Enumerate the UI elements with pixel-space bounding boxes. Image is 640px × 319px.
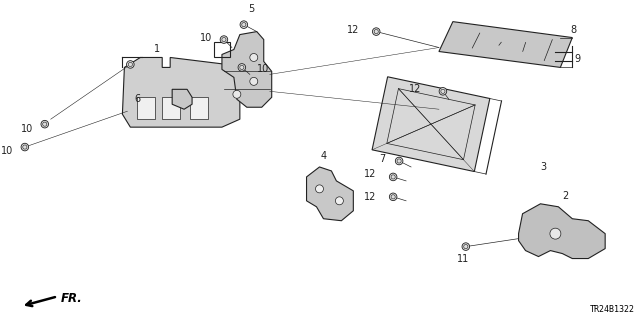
Circle shape [233,90,241,98]
Polygon shape [190,97,208,119]
Text: 4: 4 [321,151,326,161]
Text: FR.: FR. [61,292,83,305]
Polygon shape [138,97,156,119]
Text: 12: 12 [408,84,421,94]
Circle shape [396,157,403,165]
Polygon shape [222,32,272,107]
Text: 10: 10 [257,64,269,74]
Text: 12: 12 [364,169,376,179]
Text: 9: 9 [574,55,580,64]
Circle shape [316,185,323,193]
Text: 5: 5 [249,4,255,14]
Polygon shape [162,97,180,119]
Text: 12: 12 [347,25,359,34]
Text: TR24B1322: TR24B1322 [590,305,635,314]
Circle shape [439,87,447,95]
Text: 11: 11 [457,254,469,263]
Circle shape [389,173,397,181]
Circle shape [240,21,248,28]
Text: 10: 10 [200,33,212,42]
Circle shape [220,36,228,43]
Polygon shape [372,77,490,172]
Polygon shape [122,57,240,127]
Circle shape [462,243,470,250]
Circle shape [127,61,134,68]
Text: 7: 7 [379,154,385,164]
Polygon shape [439,22,572,67]
Text: 6: 6 [134,94,140,104]
Circle shape [250,54,258,62]
Circle shape [372,28,380,35]
Text: 12: 12 [364,192,376,202]
Circle shape [21,143,29,151]
Text: 3: 3 [540,162,547,172]
Circle shape [335,197,344,205]
Polygon shape [307,167,353,221]
Circle shape [550,228,561,239]
Text: 2: 2 [562,191,568,201]
Text: 10: 10 [1,146,13,156]
Polygon shape [518,204,605,258]
Circle shape [41,120,49,128]
Circle shape [389,193,397,201]
Polygon shape [172,89,192,109]
Text: 8: 8 [570,25,577,34]
Circle shape [250,78,258,85]
Text: 10: 10 [20,124,33,134]
Text: 1: 1 [154,44,160,55]
Circle shape [238,64,246,71]
